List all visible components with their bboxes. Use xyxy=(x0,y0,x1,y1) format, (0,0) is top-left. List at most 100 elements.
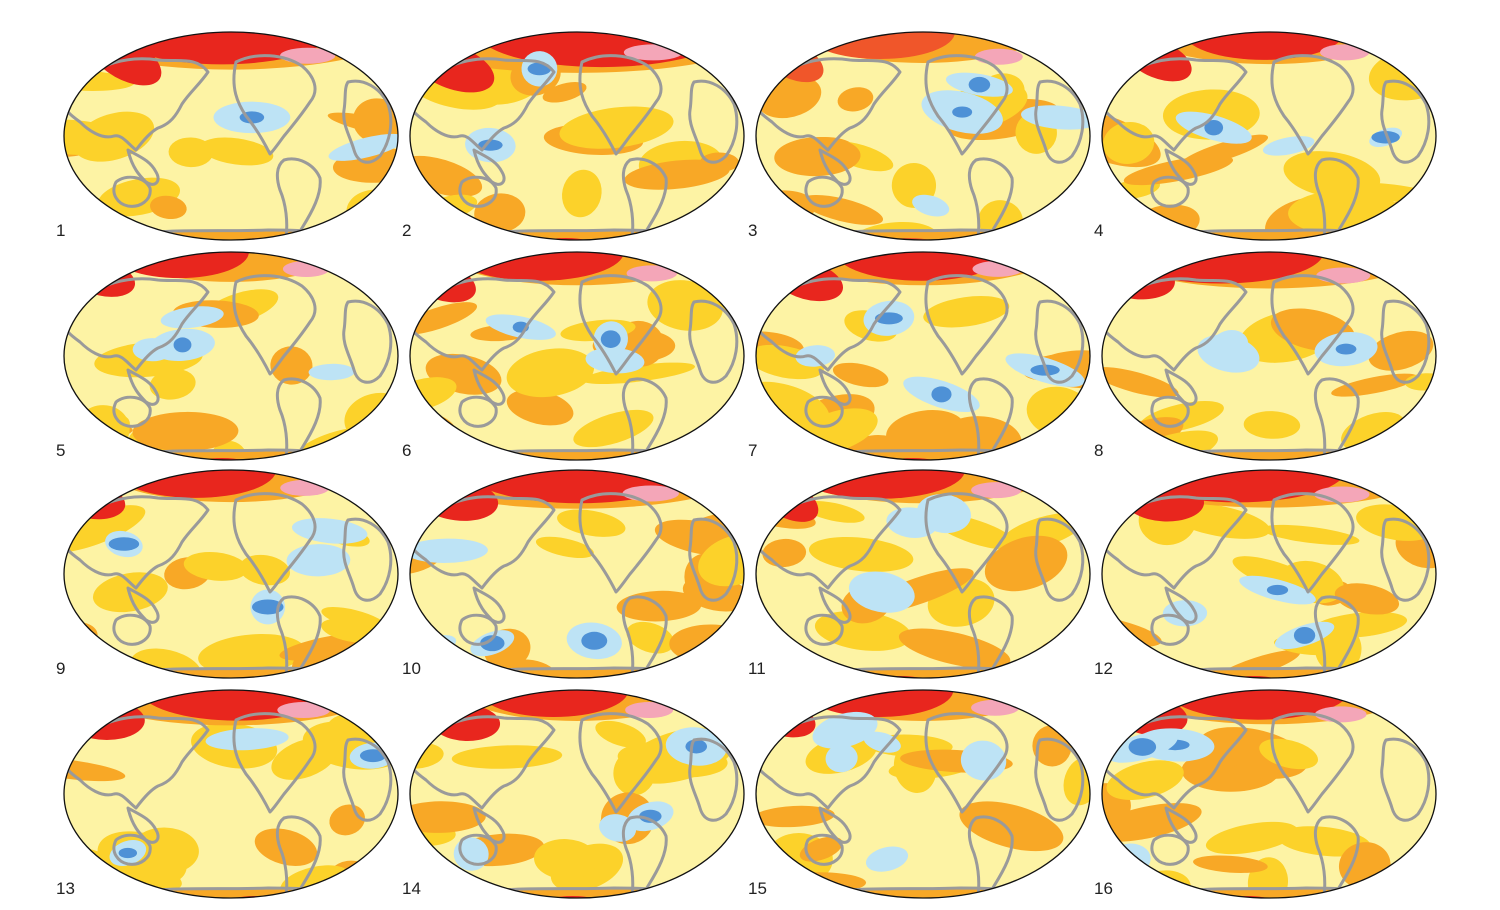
coastline xyxy=(1102,495,1248,590)
map-outline xyxy=(1101,31,1437,241)
coastline xyxy=(458,175,498,208)
coastline xyxy=(1164,586,1198,624)
warm-anomaly-patch xyxy=(64,119,126,156)
coastline xyxy=(804,395,844,428)
arctic-extreme-spot xyxy=(971,699,1020,716)
coastline xyxy=(1270,54,1355,156)
anomaly-field xyxy=(410,32,744,240)
world-map xyxy=(63,251,399,461)
coastline xyxy=(818,148,852,186)
warm-anomaly-patch xyxy=(799,836,843,862)
coastline xyxy=(1380,79,1431,164)
world-map xyxy=(409,469,745,679)
arctic-extreme-spot xyxy=(280,47,336,64)
warm-anomaly-patch xyxy=(1103,121,1155,164)
panel-number-label: 16 xyxy=(1094,879,1113,898)
coastline xyxy=(342,79,393,164)
warm-anomaly-patch xyxy=(802,500,865,523)
warm-anomaly-patch xyxy=(562,169,602,218)
world-map xyxy=(63,31,399,241)
warm-anomaly-patch xyxy=(1106,760,1184,800)
map-outline xyxy=(409,251,745,461)
world-map xyxy=(1101,469,1437,679)
coastline xyxy=(818,806,852,844)
coastline xyxy=(1380,299,1431,384)
map-panel-11: 11 xyxy=(748,469,1096,690)
panel-number-label: 12 xyxy=(1094,659,1113,678)
coastline xyxy=(410,277,556,372)
panel-number-label: 2 xyxy=(402,221,412,240)
arctic-extreme-spot xyxy=(626,265,678,282)
cool-anomaly-patch xyxy=(308,363,355,381)
coastline xyxy=(1102,715,1248,810)
panel-number-label: 11 xyxy=(748,659,766,678)
cold-anomaly-core xyxy=(1128,738,1157,756)
cool-anomaly-patch xyxy=(863,731,901,753)
coastline xyxy=(1034,737,1085,822)
warm-anomaly-patch xyxy=(64,443,88,460)
map-outline xyxy=(63,31,399,241)
panel-number-label: 15 xyxy=(748,879,767,898)
cool-anomaly-patch xyxy=(205,728,289,751)
coastline xyxy=(756,57,902,152)
map-outline xyxy=(409,689,745,899)
map-outline xyxy=(63,251,399,461)
coastline xyxy=(1164,368,1198,406)
coastline xyxy=(232,712,317,814)
southern-ocean-band xyxy=(763,888,1083,898)
coastline xyxy=(756,495,902,590)
cold-anomaly-core xyxy=(968,76,991,93)
cool-anomaly-patch xyxy=(848,571,915,613)
warm-anomaly-patch xyxy=(595,720,646,748)
coastline xyxy=(688,299,739,384)
warm-anomaly-patch xyxy=(429,879,483,898)
cool-anomaly-patch xyxy=(795,345,836,367)
panel-number-label: 14 xyxy=(402,879,421,898)
coastline xyxy=(112,613,152,646)
map-panel-5: 5 xyxy=(56,251,404,472)
warm-anomaly-patch xyxy=(168,137,214,168)
warm-anomaly-patch xyxy=(984,535,1068,592)
warm-anomaly-patch xyxy=(959,801,1064,852)
coastline xyxy=(126,368,160,406)
southern-ocean-band xyxy=(1109,888,1429,898)
coastline xyxy=(126,148,160,186)
warm-anomaly-patch xyxy=(801,194,884,225)
world-map xyxy=(1101,31,1437,241)
southern-ocean-band xyxy=(417,888,737,898)
warm-anomaly-patch xyxy=(535,536,594,558)
warm-anomaly-patch xyxy=(832,362,889,388)
panel-number-label: 5 xyxy=(56,441,66,460)
warm-anomaly-patch xyxy=(1193,855,1268,873)
map-outline xyxy=(1101,469,1437,679)
coastline xyxy=(1150,395,1190,428)
arctic-hot-band xyxy=(1166,690,1350,720)
map-outline xyxy=(63,469,399,679)
map-outline xyxy=(755,689,1091,899)
coastline xyxy=(410,495,556,590)
cold-anomaly-core xyxy=(952,106,973,118)
warm-anomaly-patch xyxy=(1261,524,1360,545)
coastline xyxy=(126,586,160,624)
coastline xyxy=(756,277,902,372)
cold-anomaly-core xyxy=(480,635,505,652)
cool-anomaly-patch xyxy=(1197,334,1260,373)
arctic-hot-band xyxy=(115,470,277,498)
coastline xyxy=(232,54,317,156)
warm-anomaly-patch xyxy=(808,536,914,572)
warm-anomaly-patch xyxy=(923,296,1010,328)
coastline xyxy=(472,806,506,844)
coastline xyxy=(64,715,210,810)
cool-anomaly-patch xyxy=(812,711,878,749)
anomaly-field xyxy=(64,252,398,460)
cold-anomaly-core xyxy=(1266,584,1289,596)
coastline xyxy=(1034,517,1085,602)
coastline xyxy=(924,274,1009,376)
coastline xyxy=(342,737,393,822)
panel-number-label: 7 xyxy=(748,441,758,460)
warm-anomaly-patch xyxy=(198,634,306,675)
map-panel-7: 7 xyxy=(748,251,1096,472)
arctic-extreme-spot xyxy=(625,701,674,718)
warm-anomaly-patch xyxy=(698,534,744,587)
map-panel-14: 14 xyxy=(402,689,750,910)
